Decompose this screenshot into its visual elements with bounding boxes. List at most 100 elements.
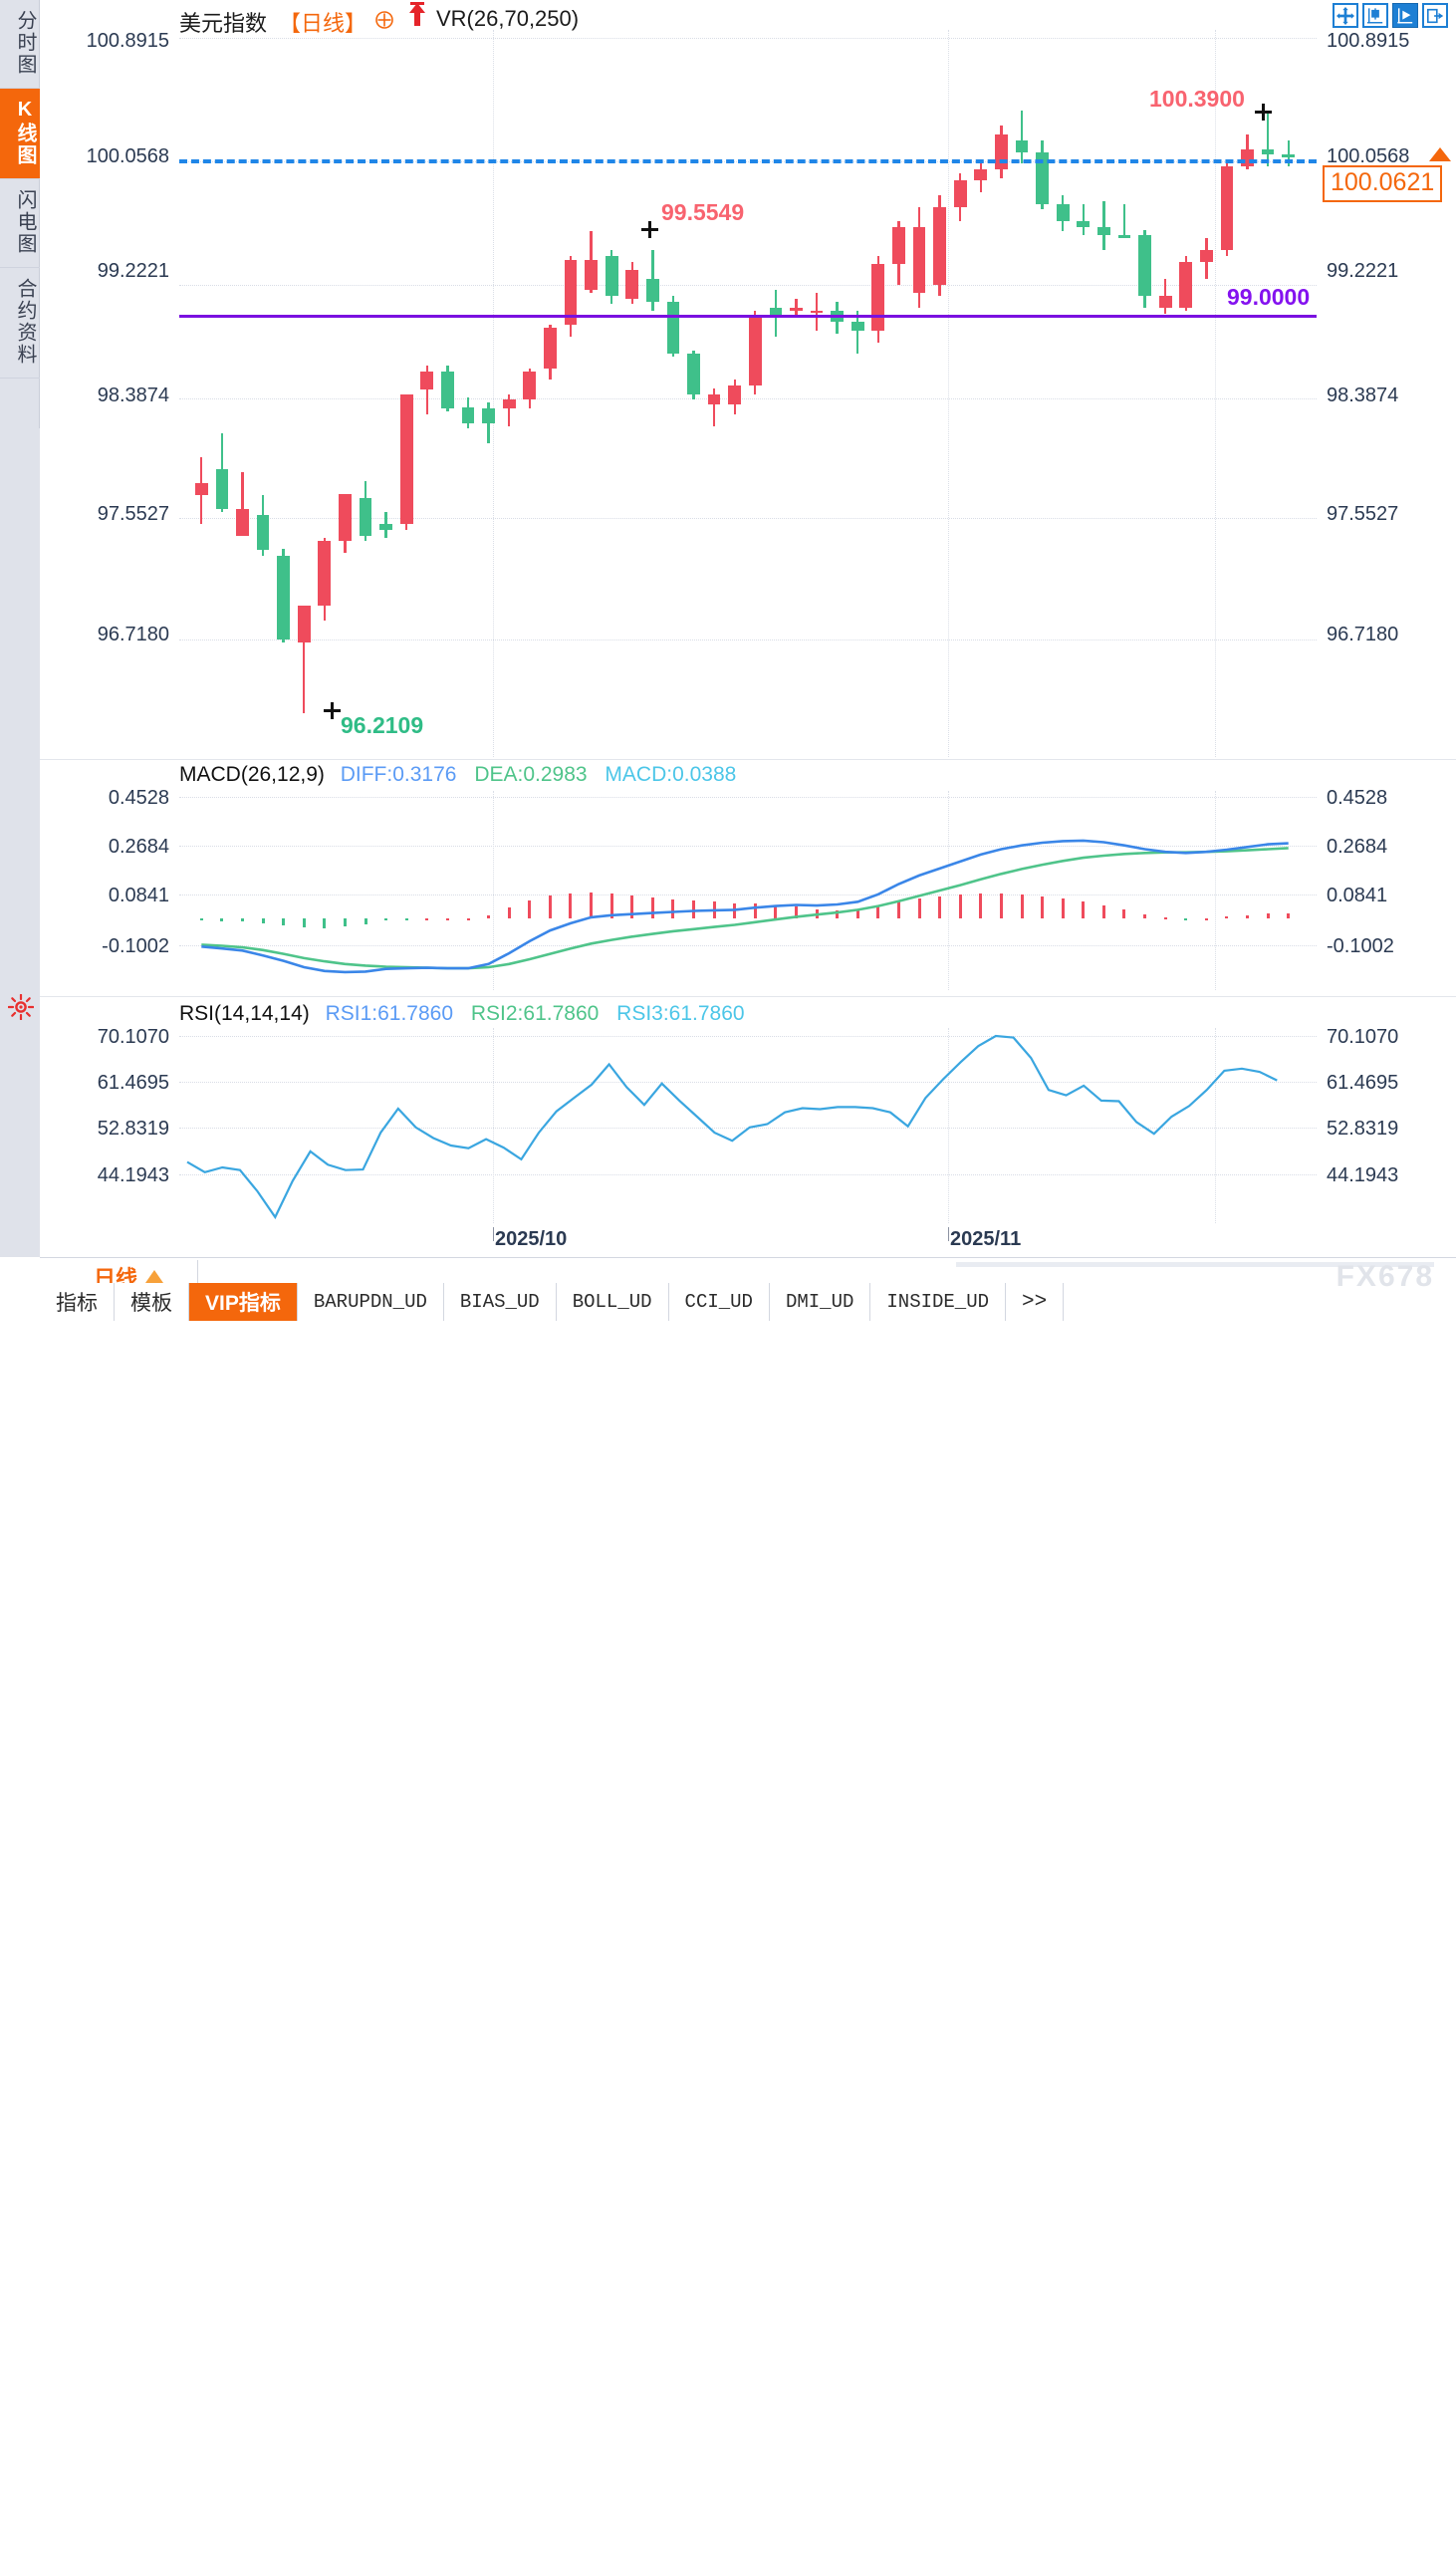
candle-body [441, 371, 454, 409]
candle-body [974, 168, 988, 181]
tab-cci-ud[interactable]: CCI_UD [668, 1283, 770, 1321]
measure-icon[interactable] [1362, 3, 1388, 28]
candle-body [769, 307, 783, 318]
candle-body [995, 134, 1008, 169]
candle-body [605, 255, 618, 297]
sidebar-item-contract-info[interactable]: 合约资料 [0, 268, 40, 379]
candle-wick [1082, 203, 1085, 236]
candle-wick [507, 393, 511, 426]
macd-histogram-bar [282, 918, 286, 925]
last-price-tag[interactable]: 100.0621 [1323, 165, 1443, 202]
macd-axis-label-left-3: -0.1002 [102, 935, 169, 957]
candle-body [523, 371, 537, 400]
macd-histogram-bar [1225, 916, 1229, 918]
macd-histogram-bar [528, 899, 532, 918]
candle-body [399, 393, 413, 524]
tab-dmi-ud[interactable]: DMI_UD [769, 1283, 871, 1321]
tab-templates[interactable]: 模板 [115, 1283, 189, 1321]
macd-histogram-bar [425, 918, 429, 920]
tab-boll-ud[interactable]: BOLL_UD [556, 1283, 669, 1321]
support-line[interactable] [179, 315, 1317, 318]
macd-histogram-bar [958, 894, 962, 918]
candle-wick [1266, 110, 1270, 167]
tab-vip-indicators[interactable]: VIP指标 [189, 1283, 298, 1321]
indicator-tabs: 指标 模板 VIP指标 BARUPDN_UD BIAS_UD BOLL_UD C… [40, 1283, 1065, 1321]
tab-bias-ud[interactable]: BIAS_UD [443, 1283, 557, 1321]
sidebar-item-lightning[interactable]: 闪电图 [0, 179, 40, 268]
macd-axis-label-left-0: 0.4528 [108, 787, 169, 809]
horizontal-scrollbar[interactable] [956, 1262, 1434, 1267]
rsi-panel[interactable]: RSI(14,14,14) RSI1:61.7860 RSI2:61.7860 … [40, 998, 1456, 1229]
macd-series [40, 761, 1456, 996]
macd-histogram-bar [1122, 909, 1126, 918]
macd-lines [201, 839, 1289, 974]
swing-high-marker [641, 221, 658, 238]
macd-histogram-bar [855, 909, 859, 918]
candle-body [1158, 296, 1172, 308]
settings-sun-icon[interactable] [8, 994, 34, 1020]
macd-panel[interactable]: MACD(26,12,9) DIFF:0.3176 DEA:0.2983 MAC… [40, 761, 1456, 996]
macd-axis-label-left-1: 0.2684 [108, 836, 169, 858]
candle-body [1220, 166, 1234, 250]
date-label-1: 2025/11 [950, 1228, 1022, 1250]
candle-wick [1102, 200, 1105, 250]
chart-frame: 美元指数 【日线】 VR(26,70,250) [40, 0, 1456, 1257]
last-price-arrow-icon [1429, 147, 1451, 161]
price-axis-label-left-4: 97.5527 [97, 503, 169, 525]
price-axis-label-left-0: 100.8915 [86, 30, 169, 52]
macd-axis-label-right-1: 0.2684 [1327, 836, 1388, 858]
price-axis-label-right-4: 97.5527 [1327, 503, 1399, 525]
candle-wick [1020, 110, 1024, 164]
period-high-label: 100.3900 [1149, 86, 1245, 112]
candle-body [215, 468, 229, 510]
candle-body [1077, 221, 1091, 227]
candle-body [1036, 151, 1049, 204]
macd-axis-label-right-0: 0.4528 [1327, 787, 1388, 809]
candle-wick [425, 365, 428, 414]
swing-high-label: 99.5549 [661, 199, 745, 225]
triangle-up-icon [145, 1270, 163, 1283]
chart-tool-buttons [1333, 3, 1448, 28]
sidebar-filler [0, 428, 40, 1257]
jump-right-icon[interactable] [1422, 3, 1448, 28]
macd-histogram-bar [630, 895, 634, 918]
tab-inside-ud[interactable]: INSIDE_UD [870, 1283, 1007, 1321]
circle-plus-icon[interactable] [374, 10, 394, 30]
candle-body [236, 509, 249, 536]
candle-body [707, 393, 721, 404]
macd-histogram-bar [261, 918, 265, 924]
tab-indicators[interactable]: 指标 [40, 1283, 115, 1321]
candle-body [748, 317, 762, 385]
candle-body [277, 555, 291, 639]
tab-more-button[interactable]: >> [1006, 1283, 1065, 1321]
candle-body [379, 523, 392, 530]
price-axis-label-right-3: 98.3874 [1327, 384, 1399, 406]
tab-barupdn-ud[interactable]: BARUPDN_UD [297, 1283, 444, 1321]
candle-wick [1122, 203, 1126, 236]
macd-macd-value: MACD:0.0388 [605, 763, 737, 786]
sidebar-item-timeline[interactable]: 分时图 [0, 0, 40, 89]
price-axis-label-right-0: 100.8915 [1327, 30, 1410, 52]
watermark: FX678 [1335, 1260, 1434, 1293]
macd-histogram-bar [466, 918, 470, 920]
candle-wick [795, 299, 798, 317]
macd-histogram-bar [774, 904, 778, 918]
candle-body [1056, 203, 1070, 221]
rsi-series [186, 1034, 1278, 1220]
candle-wick [1163, 278, 1167, 314]
candle-wick [241, 471, 244, 520]
macd-diff-line [201, 839, 1289, 974]
macd-histogram-bar [1041, 895, 1045, 918]
macd-histogram-bar [384, 918, 388, 921]
candle-wick [856, 310, 859, 355]
candle-body [339, 493, 352, 542]
crosshair-move-icon[interactable] [1333, 3, 1358, 28]
play-forward-icon[interactable] [1392, 3, 1418, 28]
price-panel[interactable]: 100.8915 100.0568 99.2221 98.3874 97.552… [40, 0, 1456, 759]
period-low-marker [324, 702, 341, 719]
sidebar-item-kline[interactable]: K线图 [0, 89, 40, 179]
date-tick-1 [948, 1227, 949, 1241]
candle-body [933, 206, 946, 285]
support-line-label: 99.0000 [1227, 284, 1311, 310]
macd-histogram-bar [1020, 894, 1024, 918]
